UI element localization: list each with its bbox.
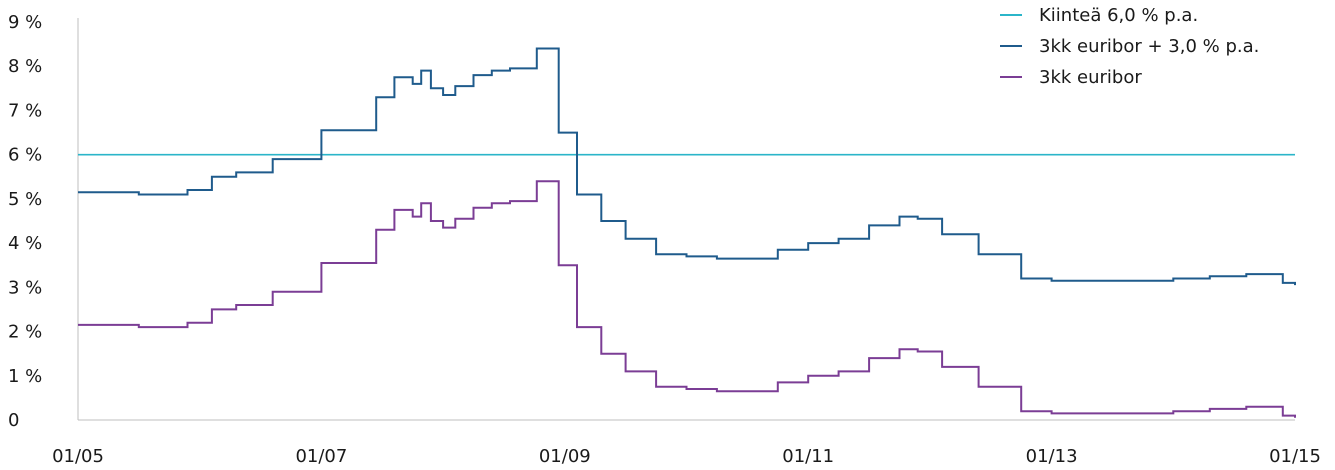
x-tick-label: 01/15 — [1269, 446, 1321, 467]
y-tick-label: 5 % — [8, 189, 42, 210]
y-tick-label: 4 % — [8, 233, 42, 254]
x-tick-label: 01/07 — [295, 446, 347, 467]
x-tick-label: 01/09 — [539, 446, 591, 467]
series-line-2 — [78, 180, 1296, 418]
x-tick-label: 01/13 — [1026, 446, 1078, 467]
legend-label-2: 3kk euribor — [1039, 67, 1142, 88]
y-tick-label: 1 % — [8, 366, 42, 387]
y-tick-label: 7 % — [8, 100, 42, 121]
y-tick-label: 6 % — [8, 145, 42, 166]
series-line-1 — [78, 47, 1296, 286]
y-tick-label: 3 % — [8, 277, 42, 298]
y-axis-tick-labels: 0 1 % 2 % 3 % 4 % 5 % 6 % 7 % 8 % 9 % — [8, 12, 42, 431]
y-tick-label: 0 — [8, 410, 19, 431]
y-tick-label: 8 % — [8, 56, 42, 77]
legend: Kiinteä 6,0 % p.a. 3kk euribor + 3,0 % p.… — [1000, 5, 1259, 88]
series-lines — [78, 47, 1296, 418]
y-tick-label: 9 % — [8, 12, 42, 33]
x-axis-tick-labels: 01/05 01/07 01/09 01/11 01/13 01/15 — [52, 446, 1321, 467]
legend-label-1: 3kk euribor + 3,0 % p.a. — [1039, 36, 1259, 57]
x-tick-label: 01/05 — [52, 446, 104, 467]
legend-label-0: Kiinteä 6,0 % p.a. — [1039, 5, 1198, 26]
y-tick-label: 2 % — [8, 322, 42, 343]
x-tick-label: 01/11 — [782, 446, 834, 467]
